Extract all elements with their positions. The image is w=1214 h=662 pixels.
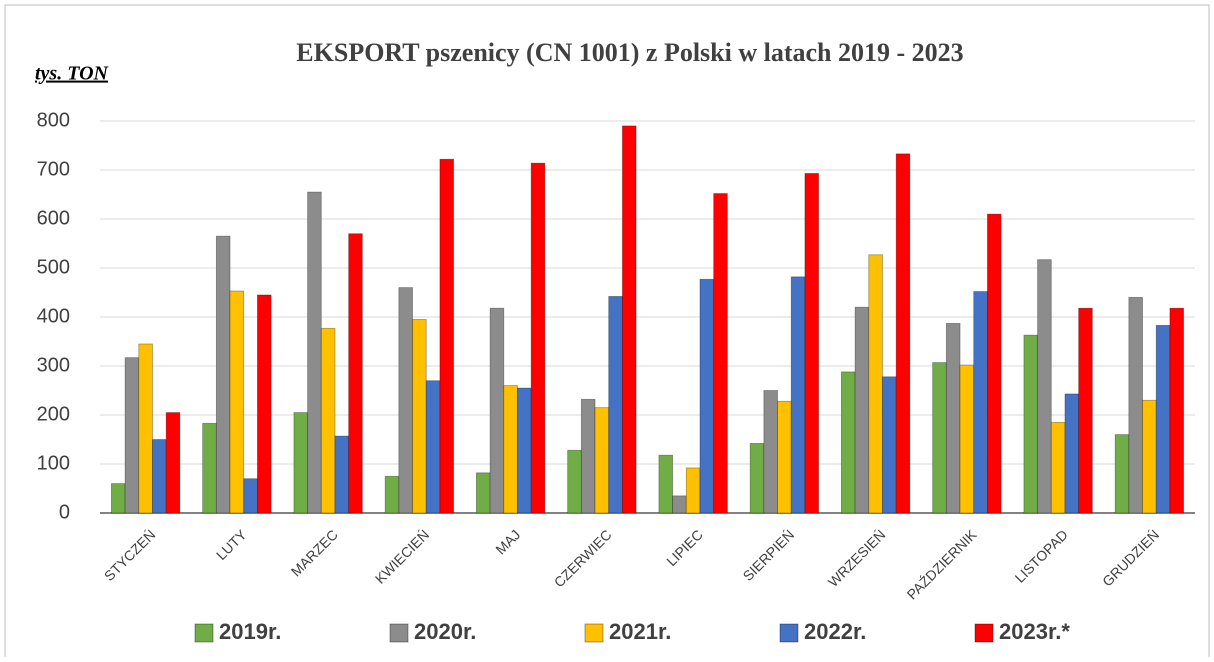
y-tick-label: 200: [37, 403, 70, 425]
bar: [973, 291, 988, 514]
bar: [841, 371, 856, 514]
bar: [348, 233, 363, 514]
bar: [854, 306, 870, 514]
bar: [567, 449, 582, 514]
bar: [152, 439, 167, 514]
bar: [1037, 259, 1052, 514]
chart-title: EKSPORT pszenicy (CN 1001) z Polski w la…: [296, 38, 963, 67]
bar: [425, 380, 441, 514]
bar: [1169, 307, 1184, 514]
bar: [1128, 296, 1143, 514]
bar: [1114, 434, 1130, 514]
y-axis-label: tys. TON: [35, 63, 110, 85]
bar: [777, 400, 792, 514]
bar: [489, 307, 505, 514]
bar: [882, 376, 897, 514]
bar: [243, 478, 258, 514]
bar: [229, 290, 245, 514]
y-tick-label: 500: [37, 256, 70, 278]
bar: [672, 495, 687, 514]
bar: [111, 483, 126, 514]
legend-label: 2020r.: [414, 619, 476, 644]
bar: [580, 398, 596, 514]
bar: [215, 235, 231, 514]
y-tick-label: 600: [37, 207, 70, 229]
legend-label: 2021r.: [609, 619, 671, 644]
bar: [749, 443, 765, 514]
bar: [530, 162, 546, 514]
legend-label: 2022r.: [804, 619, 866, 644]
bar: [1023, 334, 1038, 514]
bar: [293, 412, 308, 514]
bar: [503, 385, 518, 514]
bar: [895, 153, 911, 514]
bar: [945, 322, 961, 514]
bar: [804, 173, 819, 514]
chart-border: [4, 4, 1210, 662]
legend-marker: [194, 623, 214, 643]
legend-label: 2019r.: [219, 619, 281, 644]
bar: [476, 472, 491, 514]
bar: [1142, 399, 1157, 514]
legend-marker: [389, 623, 409, 643]
bar: [1078, 307, 1093, 514]
bar: [124, 357, 140, 514]
bar: [594, 407, 610, 514]
bar: [622, 125, 637, 514]
bar: [868, 254, 883, 514]
y-tick-label: 800: [37, 109, 70, 131]
bar: [658, 454, 673, 514]
bar: [439, 158, 454, 514]
legend-marker: [584, 623, 604, 643]
y-tick-label: 700: [37, 158, 70, 180]
bar: [763, 390, 778, 514]
bar: [412, 319, 427, 514]
bar: [713, 193, 728, 514]
bar: [959, 364, 975, 514]
bar: [1155, 324, 1171, 514]
bar: [1064, 393, 1080, 514]
bar: [257, 294, 272, 514]
bar: [334, 435, 350, 514]
y-tick-label: 0: [59, 501, 70, 523]
bar: [517, 387, 532, 514]
bar: [202, 422, 217, 514]
bar: [608, 296, 623, 514]
bar: [685, 467, 701, 514]
bar: [987, 213, 1002, 514]
bar: [307, 191, 322, 514]
bar: [699, 278, 715, 514]
bar: [398, 287, 413, 514]
bar: [384, 475, 400, 514]
legend-marker: [974, 623, 994, 643]
y-tick-label: 300: [37, 354, 70, 376]
y-tick-label: 100: [37, 452, 70, 474]
bar: [790, 276, 806, 514]
bar: [320, 327, 336, 514]
bar: [138, 343, 153, 514]
legend-label: 2023r.*: [999, 619, 1070, 644]
y-tick-label: 400: [37, 305, 70, 327]
bar: [1050, 421, 1066, 514]
bar: [165, 412, 181, 514]
bar: [932, 362, 947, 514]
legend-marker: [779, 623, 799, 643]
